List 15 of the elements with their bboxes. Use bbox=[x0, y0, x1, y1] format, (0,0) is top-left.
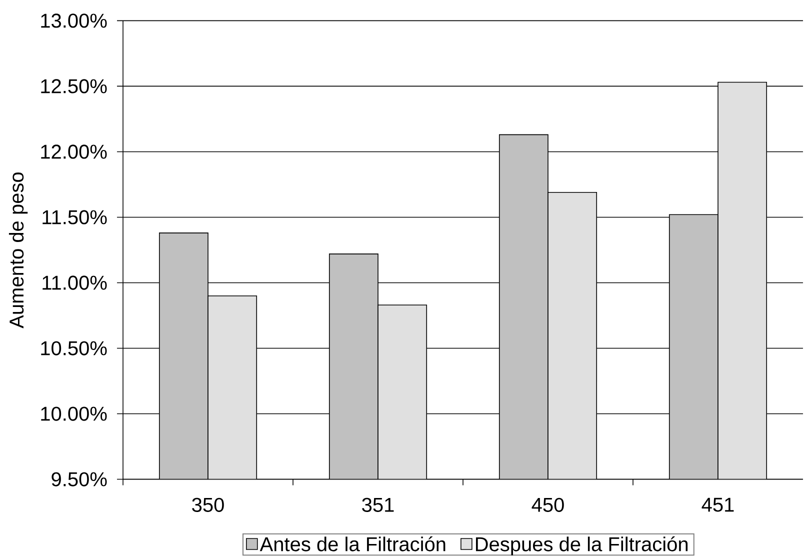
x-tick-label: 450 bbox=[532, 498, 564, 512]
y-tick-label: 9.50% bbox=[52, 472, 107, 486]
x-tick-label: 350 bbox=[192, 498, 224, 512]
y-tick-label: 10.50% bbox=[41, 341, 107, 356]
y-tick-label: 10.00% bbox=[41, 406, 107, 421]
y-tick-label: 11.50% bbox=[42, 210, 107, 224]
y-tick-label: 13.00% bbox=[41, 14, 107, 28]
x-tick-label: 451 bbox=[702, 498, 734, 512]
legend-label: Despues de la Filtración bbox=[476, 536, 688, 556]
x-tick-label: 351 bbox=[362, 498, 394, 512]
y-axis-title: Aumento de peso bbox=[8, 172, 28, 328]
legend-label: Antes de la Filtración bbox=[260, 536, 446, 552]
y-tick-label: 11.00% bbox=[42, 276, 107, 290]
y-tick-label: 12.50% bbox=[41, 79, 107, 94]
y-tick-label: 12.00% bbox=[41, 144, 107, 159]
